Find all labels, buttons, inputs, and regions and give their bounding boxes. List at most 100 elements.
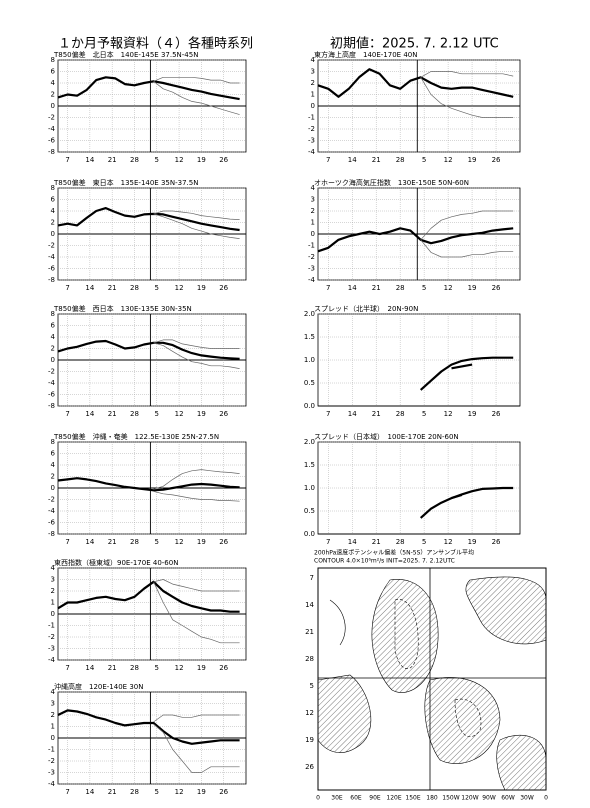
x-tick-label: 5: [422, 284, 426, 292]
x-tick-label: 26: [492, 156, 501, 164]
series-line: [420, 239, 514, 258]
x-tick-label: 14: [348, 538, 357, 546]
x-tick-label: 7: [65, 788, 69, 796]
series-line: [420, 210, 514, 241]
contour: [329, 599, 346, 646]
hatched-area: [465, 576, 547, 645]
x-tick-label: 5: [155, 538, 159, 546]
x-tick-label: 28: [396, 284, 405, 292]
x-tick-label: 5: [422, 156, 426, 164]
map-x-label: 150E: [405, 795, 420, 802]
y-tick-label: 2.0: [304, 310, 315, 318]
series-line: [153, 213, 240, 239]
series-line: [451, 363, 473, 370]
y-tick-label: -4: [48, 253, 56, 261]
x-tick-label: 26: [492, 284, 501, 292]
map-y-label: 7: [310, 574, 314, 582]
panel-title: オホーツク海高気圧指数 130E-150E 50N-60N: [314, 178, 469, 187]
y-tick-label: 2: [51, 91, 55, 99]
x-tick-label: 5: [155, 284, 159, 292]
y-tick-label: -6: [48, 391, 56, 399]
y-tick-label: -4: [48, 656, 56, 664]
series-line: [57, 76, 240, 101]
hatched-area: [371, 579, 439, 693]
x-tick-label: 28: [130, 410, 139, 418]
map-y-label: 21: [305, 628, 314, 636]
x-tick-label: 12: [175, 410, 184, 418]
x-tick-label: 7: [65, 664, 69, 672]
panel-title: T850偏差 東日本 135E-140E 35N-37.5N: [53, 178, 198, 187]
y-tick-label: -2: [308, 125, 315, 133]
y-tick-label: -4: [48, 780, 56, 788]
y-tick-label: 8: [51, 438, 55, 446]
y-tick-label: 0: [51, 484, 55, 492]
series-line: [419, 356, 514, 391]
series-line: [317, 227, 514, 253]
x-tick-label: 21: [108, 410, 117, 418]
map-x-label: 90E: [369, 795, 381, 802]
series-line: [451, 493, 463, 500]
x-tick-label: 5: [155, 664, 159, 672]
y-tick-label: -4: [48, 507, 56, 515]
x-tick-label: 19: [197, 788, 206, 796]
y-tick-label: 2: [51, 219, 55, 227]
init-time: 初期値：2025. 7. 2.12 UTC: [330, 36, 499, 52]
map-x-label: 30E: [331, 795, 343, 802]
x-tick-label: 19: [468, 284, 477, 292]
y-tick-label: 2: [311, 207, 315, 215]
y-tick-label: -3: [308, 137, 315, 145]
x-tick-label: 26: [219, 664, 228, 672]
contour: [454, 698, 482, 737]
y-tick-label: 0.0: [304, 402, 315, 410]
y-tick-label: 1.5: [304, 333, 315, 341]
series-line: [317, 68, 514, 98]
y-tick-label: 0.0: [304, 530, 315, 538]
y-tick-label: 1: [311, 219, 315, 227]
y-tick-label: -2: [48, 242, 55, 250]
x-tick-label: 28: [130, 538, 139, 546]
x-tick-label: 21: [108, 156, 117, 164]
y-tick-label: -3: [48, 645, 55, 653]
page-title: １か月予報資料（４）各種時系列: [58, 36, 253, 52]
y-tick-label: 4: [311, 184, 316, 192]
x-tick-label: 26: [219, 538, 228, 546]
y-tick-label: 6: [51, 322, 56, 330]
y-tick-label: 3: [311, 68, 315, 76]
y-tick-label: 8: [51, 56, 55, 64]
map-x-label: 150W: [442, 795, 459, 802]
x-tick-label: 28: [396, 538, 405, 546]
panel-title: T850偏差 沖縄・奄美 122.5E-130E 25N-27.5N: [53, 432, 219, 441]
y-tick-label: 1: [51, 723, 55, 731]
y-tick-label: -1: [48, 746, 55, 754]
y-tick-label: 6: [51, 450, 56, 458]
x-tick-label: 14: [85, 664, 94, 672]
x-tick-label: 14: [348, 156, 357, 164]
x-tick-label: 12: [444, 284, 453, 292]
y-tick-label: 6: [51, 68, 56, 76]
x-tick-label: 5: [155, 156, 159, 164]
y-tick-label: 2: [51, 345, 55, 353]
x-tick-label: 5: [422, 410, 426, 418]
y-tick-label: 0: [51, 734, 55, 742]
y-tick-label: -2: [48, 368, 55, 376]
y-tick-label: 2: [311, 79, 315, 87]
map-x-label: 120E: [386, 795, 401, 802]
x-tick-label: 19: [197, 284, 206, 292]
x-tick-label: 26: [219, 410, 228, 418]
x-tick-label: 12: [444, 156, 453, 164]
y-tick-label: -2: [48, 757, 55, 765]
x-tick-label: 19: [468, 410, 477, 418]
y-tick-label: -8: [48, 402, 55, 410]
y-tick-label: -4: [308, 276, 316, 284]
x-tick-label: 21: [108, 284, 117, 292]
series-line: [153, 210, 240, 220]
map-x-label: 0: [316, 795, 320, 802]
y-tick-label: 4: [51, 333, 56, 341]
x-tick-label: 21: [108, 538, 117, 546]
y-tick-label: 3: [51, 576, 55, 584]
series-line: [153, 581, 240, 644]
series-line: [57, 339, 240, 360]
series-line: [57, 477, 240, 492]
y-tick-label: -1: [308, 114, 315, 122]
